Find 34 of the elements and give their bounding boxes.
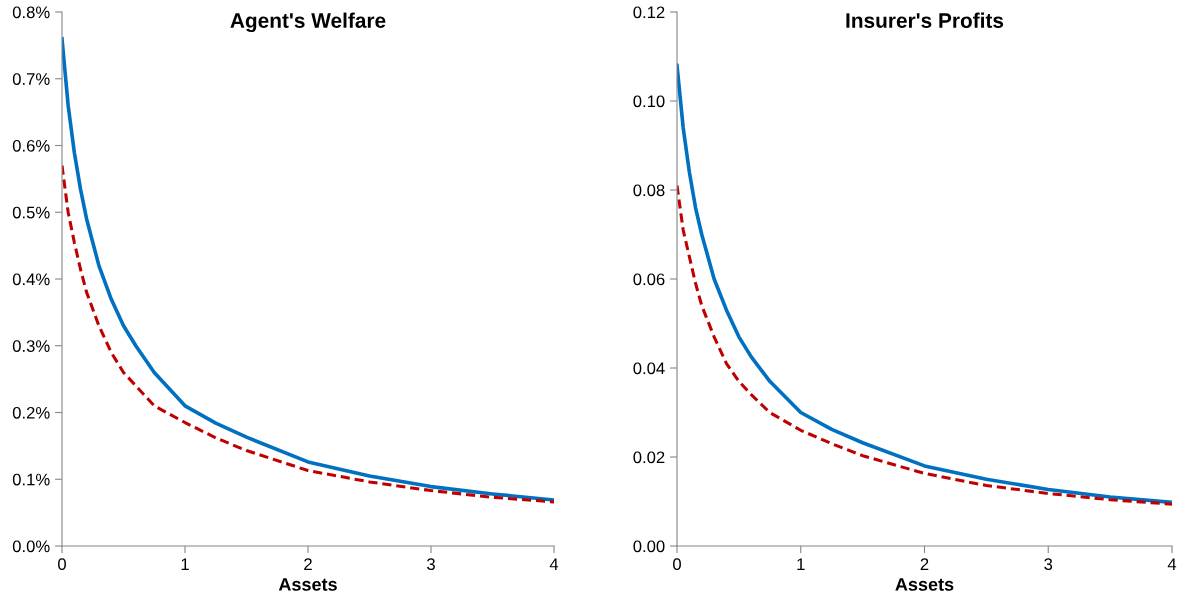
line-series xyxy=(677,184,1172,506)
y-tick-label: 0.3% xyxy=(12,340,50,352)
x-tick-label: 0 xyxy=(58,558,66,571)
y-tick-label: 0.5% xyxy=(12,206,50,219)
y-tick-label: 0.7% xyxy=(12,73,50,85)
x-tick-label: 1 xyxy=(797,558,805,570)
y-tick-label: 0.12 xyxy=(633,6,665,19)
x-tick-label: 4 xyxy=(1167,558,1177,570)
y-tick-label: 0.04 xyxy=(633,362,665,375)
y-tick-label: 0.2% xyxy=(12,406,50,419)
x-tick-label: 3 xyxy=(427,558,435,571)
x-axis-title: Assets xyxy=(278,578,337,591)
y-tick-label: 0.06 xyxy=(633,273,665,286)
y-tick-label: 0.8% xyxy=(12,6,50,19)
chart-title: Agent's Welfare xyxy=(230,12,386,33)
y-tick-label: 0.4% xyxy=(12,273,50,286)
x-tick-label: 2 xyxy=(304,558,312,570)
y-tick-label: 0.6% xyxy=(12,139,50,152)
y-tick-label: 0.1% xyxy=(12,473,50,486)
x-tick-label: 4 xyxy=(549,558,559,570)
line-series xyxy=(62,163,554,504)
y-tick-label: 0.0% xyxy=(12,540,50,553)
y-tick-label: 0.02 xyxy=(633,451,665,464)
chart-title: Insurer's Profits xyxy=(846,12,1004,28)
y-tick-label: 0.00 xyxy=(633,540,665,553)
x-axis-title: Assets xyxy=(895,578,954,591)
x-tick-label: 0 xyxy=(673,558,681,571)
y-tick-label: 0.10 xyxy=(633,95,665,108)
x-tick-label: 1 xyxy=(181,558,189,570)
x-tick-label: 2 xyxy=(920,558,929,570)
line-series xyxy=(677,63,1172,505)
line-series xyxy=(62,36,554,502)
y-tick-label: 0.08 xyxy=(633,184,665,197)
x-tick-label: 3 xyxy=(1044,558,1053,571)
